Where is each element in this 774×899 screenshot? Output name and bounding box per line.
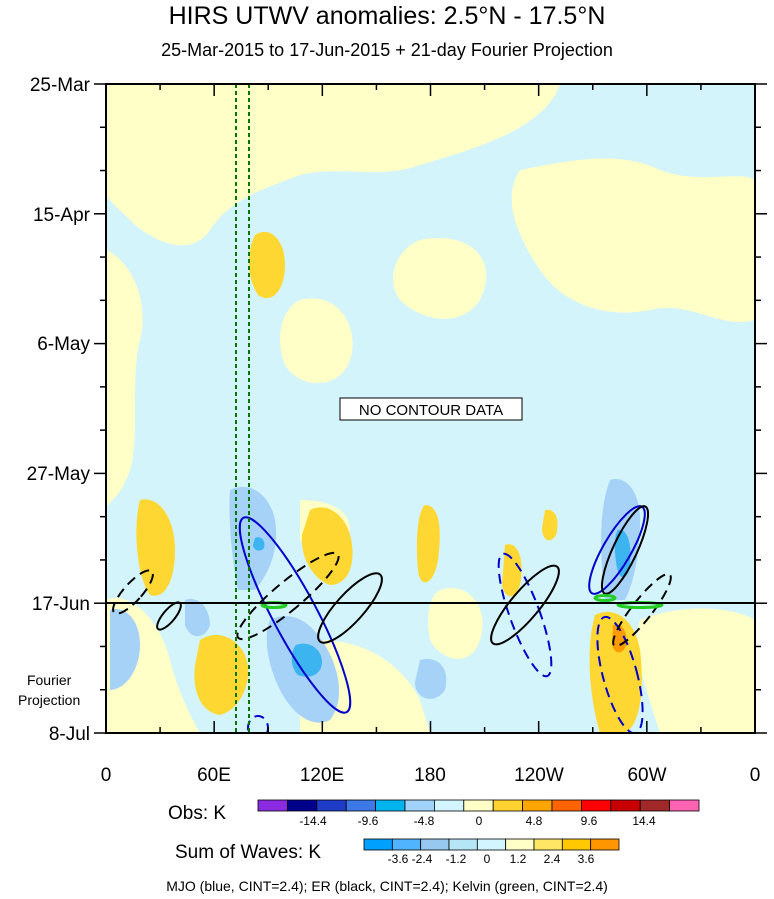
er-contour-negative	[112, 569, 154, 615]
sow-tick-label: -2.4	[412, 852, 433, 866]
sow-tick-label: 2.4	[544, 852, 561, 866]
colorbar-swatch	[316, 799, 347, 812]
no-contour-box	[339, 397, 523, 421]
wave-legend-footnote: MJO (blue, CINT=2.4); ER (black, CINT=2.…	[166, 878, 608, 894]
colorbar-swatch	[492, 799, 524, 812]
colorbar-swatch	[286, 799, 318, 812]
chart-title: HIRS UTWV anomalies: 2.5°N - 17.5°N	[168, 2, 606, 30]
obs-tick-label: -4.8	[414, 814, 435, 828]
x-tick-label: 0	[101, 765, 112, 786]
negative-strong-regions	[253, 529, 631, 677]
obs-tick-label: 4.8	[526, 814, 543, 828]
y-axis-ticks	[94, 83, 767, 734]
colorbar-swatch	[590, 838, 620, 851]
obs-tick-label: -9.6	[358, 814, 379, 828]
colorbar-swatch	[610, 799, 641, 812]
colorbar-swatch	[433, 799, 465, 812]
colorbar-swatch	[505, 838, 535, 851]
obs-colorbar-labels: -14.4 -9.6 -4.8 0 4.8 9.6 14.4	[299, 814, 656, 828]
sow-tick-label: 0	[484, 852, 491, 866]
sow-tick-label: 3.6	[578, 852, 595, 866]
x-tick-label: 60W	[627, 765, 666, 786]
y-tick-label: 15-Apr	[33, 205, 91, 226]
chart-subtitle: 25-Mar-2015 to 17-Jun-2015 + 21-day Four…	[161, 40, 613, 60]
x-axis-ticks	[105, 84, 756, 733]
sow-tick-label: -3.6	[388, 852, 409, 866]
positive-peak-regions	[612, 624, 627, 653]
sow-tick-label: 1.2	[510, 852, 527, 866]
er-contour	[600, 505, 650, 595]
fourier-label-line: Fourier	[26, 672, 72, 688]
er-contour-negative	[236, 551, 340, 641]
er-contour	[490, 564, 560, 646]
no-contour-annotation: NO CONTOUR DATA	[359, 402, 503, 419]
y-tick-label: 25-Mar	[30, 75, 91, 96]
er-contour	[317, 572, 383, 644]
sow-colorbar-labels: -3.6 -2.4 -1.2 0 1.2 2.4 3.6	[388, 852, 595, 866]
colorbar-swatch	[391, 838, 422, 851]
kelvin-contour	[593, 594, 617, 602]
x-axis-labels: 0 60E 120E 180 120W 60W 0	[101, 765, 761, 786]
mjo-contour	[238, 516, 352, 714]
colorbar-swatch	[551, 799, 582, 812]
x-tick-label: 60E	[197, 765, 231, 786]
colorbar-swatch	[533, 838, 563, 851]
colorbar-swatch	[463, 799, 494, 812]
colorbar-swatch	[363, 838, 393, 851]
colorbar-swatch	[404, 799, 435, 812]
obs-tick-label: 0	[476, 814, 483, 828]
obs-colorbar	[257, 799, 700, 812]
colorbar-swatch	[448, 838, 478, 851]
obs-tick-label: -14.4	[299, 814, 327, 828]
sow-colorbar-title: Sum of Waves: K	[175, 842, 322, 863]
colorbar-swatch	[375, 799, 406, 812]
colorbar-swatch	[420, 838, 450, 851]
x-tick-label: 180	[414, 765, 446, 786]
colorbar-swatch	[669, 799, 700, 812]
y-tick-label: 27-May	[27, 464, 91, 485]
obs-tick-label: 14.4	[632, 814, 656, 828]
sow-tick-label: -1.2	[446, 852, 467, 866]
obs-tick-label: 9.6	[581, 814, 598, 828]
positive-strong-regions	[136, 231, 642, 733]
x-tick-label: 120E	[300, 765, 344, 786]
er-contour-negative	[612, 573, 672, 647]
y-tick-label: 6-May	[37, 334, 90, 355]
colorbar-swatch	[345, 799, 377, 812]
colorbar-swatch	[476, 838, 507, 851]
colorbar-swatch	[257, 799, 288, 812]
y-tick-label: 8-Jul	[49, 724, 90, 745]
x-tick-label: 0	[750, 765, 761, 786]
colorbar-swatch	[522, 799, 553, 812]
colorbar-swatch	[561, 838, 592, 851]
projection-label-line: Projection	[18, 692, 81, 708]
colorbar-swatch	[639, 799, 671, 812]
fourier-projection-label: Fourier Projection	[18, 670, 80, 710]
wave-contours	[112, 505, 672, 733]
y-axis-labels: 25-Mar 15-Apr 6-May 27-May 17-Jun 8-Jul	[27, 75, 91, 745]
obs-colorbar-title: Obs: K	[168, 803, 227, 824]
colorbar-swatch	[581, 799, 612, 812]
sow-colorbar	[363, 838, 620, 851]
x-tick-label: 120W	[514, 765, 564, 786]
y-tick-label: 17-Jun	[32, 594, 90, 615]
